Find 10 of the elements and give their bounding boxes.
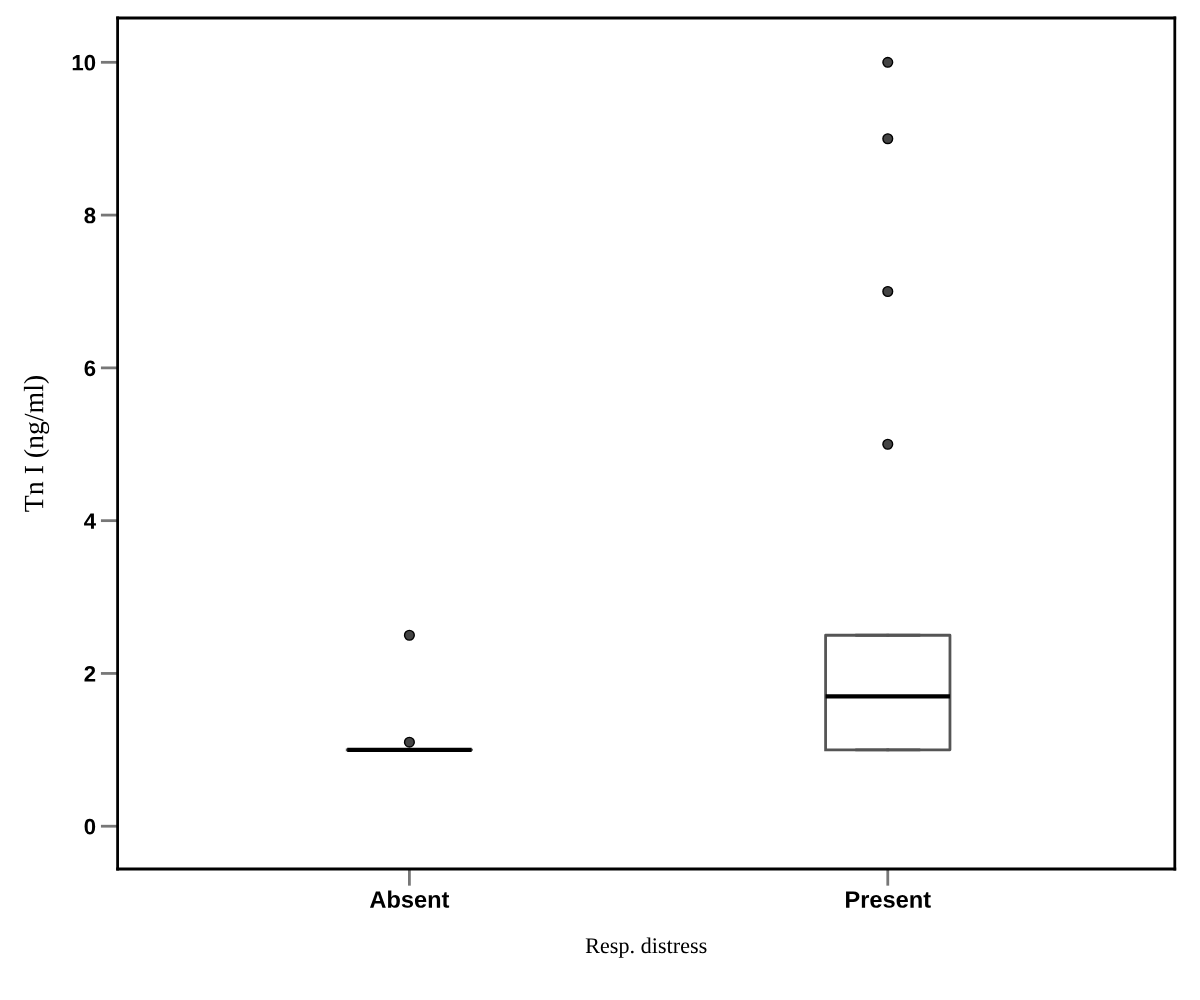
y-tick-label: 8: [84, 207, 96, 224]
x-tick-label: Present: [846, 891, 931, 908]
y-axis-title: Tn I (ng/ml): [23, 376, 50, 512]
y-tick-label: 2: [84, 665, 96, 682]
y-tick-label: 10: [72, 54, 96, 71]
x-tick-label: Absent: [369, 890, 450, 908]
x-axis-title: Resp. distress: [585, 937, 707, 958]
y-tick-label: 0: [84, 818, 96, 835]
y-tick-label: 4: [84, 513, 96, 529]
y-tick-label: 6: [84, 360, 96, 377]
